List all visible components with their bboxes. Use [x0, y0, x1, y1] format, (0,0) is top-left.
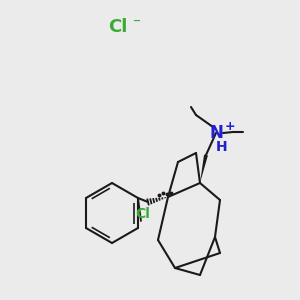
Text: Cl: Cl [136, 207, 150, 221]
Text: +: + [225, 119, 235, 133]
Text: H: H [216, 140, 228, 154]
Text: N: N [209, 124, 223, 142]
Text: Cl: Cl [108, 18, 128, 36]
Polygon shape [200, 154, 208, 183]
Text: ⁻: ⁻ [133, 16, 141, 32]
